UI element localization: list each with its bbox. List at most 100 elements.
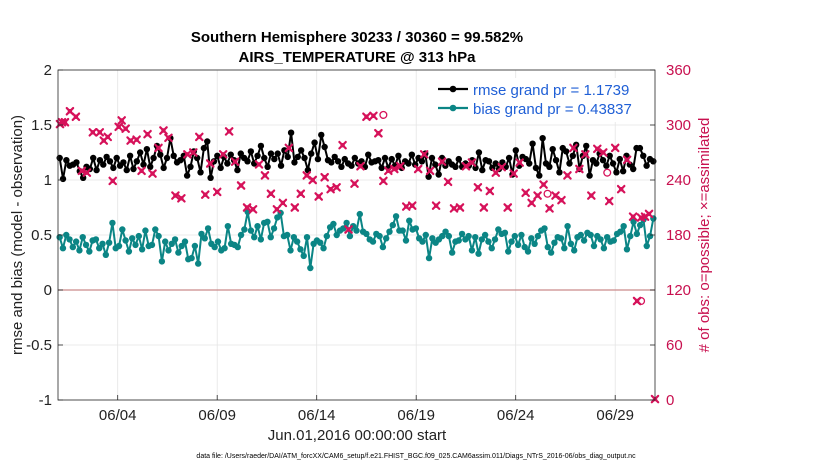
obs-assimilated-marker [455, 203, 465, 212]
obs-x-core [150, 171, 155, 176]
obs-x-core [559, 197, 564, 203]
bias-point [290, 234, 298, 241]
y-right-tick-label: 180 [666, 227, 691, 244]
bias-point [369, 238, 377, 245]
data-file-footnote: data file: /Users/raeder/DAI/ATM_forcXX/… [196, 453, 636, 460]
bias-point [63, 231, 70, 239]
obs-assimilated-marker [159, 126, 168, 135]
bias-point [458, 230, 466, 238]
obs-assimilated-marker [413, 164, 423, 174]
obs-x-core [583, 152, 588, 157]
obs-x-core [256, 162, 262, 167]
bias-point [534, 232, 542, 240]
rmse-point [143, 146, 151, 153]
obs-x-core [624, 157, 630, 163]
rmse-point [418, 158, 426, 165]
obs-assimilated-marker [143, 129, 152, 139]
bias-point [623, 246, 631, 253]
rmse-point [546, 163, 553, 170]
y-tick-label: -0.5 [26, 337, 52, 354]
bias-point [333, 231, 340, 239]
obs-x-core [185, 152, 190, 157]
obs-x-core [346, 227, 351, 232]
rmse-point [150, 154, 157, 162]
rmse-point [630, 165, 637, 173]
obs-x-core [268, 191, 274, 196]
legend-rmse-marker [449, 85, 457, 93]
obs-x-core [529, 200, 534, 206]
bias-point [198, 230, 205, 238]
rmse-point [234, 166, 241, 174]
bias-point [264, 218, 271, 225]
obs-x-core [381, 178, 386, 184]
bias-point [376, 232, 383, 240]
obs-x-core [316, 194, 321, 199]
bias-point [287, 247, 294, 254]
bias-point [531, 240, 538, 247]
obs-x-core [226, 129, 232, 134]
obs-x-core [179, 196, 184, 201]
obs-assimilated-marker [308, 175, 318, 185]
bias-point [274, 214, 281, 221]
bias-point [363, 230, 370, 238]
bias-point [379, 243, 387, 251]
bias-point [399, 227, 406, 234]
obs-assimilated-marker [587, 191, 596, 200]
y-axis-right-label: # of obs: o=possible; ×=assimilated [696, 118, 713, 353]
rmse-series [56, 129, 657, 183]
obs-assimilated-marker [509, 169, 519, 178]
obs-assimilated-marker [332, 183, 341, 192]
rmse-point [308, 150, 315, 157]
obs-x-core [334, 185, 339, 190]
obs-x-core [607, 198, 612, 204]
bias-point [455, 237, 462, 244]
obs-assimilated-marker [272, 205, 282, 214]
rmse-point [539, 135, 546, 142]
bias-point [495, 226, 502, 233]
rmse-point [147, 163, 154, 170]
rmse-point [485, 158, 493, 165]
obs-x-core [571, 145, 576, 151]
bias-point [406, 217, 413, 224]
rmse-point [599, 157, 607, 164]
bias-point [386, 228, 393, 235]
bias-point [330, 220, 337, 228]
y-tick-label: 0 [44, 282, 52, 299]
rmse-point [566, 160, 573, 167]
rmse-point [163, 154, 171, 162]
bias-point [152, 226, 159, 233]
rmse-point [348, 162, 355, 169]
obs-x-core [215, 189, 220, 195]
y-tick-label: 1 [44, 172, 52, 189]
x-tick-label: 06/14 [298, 407, 336, 424]
bias-point [191, 242, 199, 250]
rmse-point [133, 158, 141, 165]
legend-rmse-label: rmse grand pr = 1.1739 [473, 82, 629, 99]
obs-assimilated-marker [194, 132, 204, 142]
obs-x-core [73, 114, 79, 119]
obs-x-core [364, 114, 369, 119]
obs-assimilated-marker [88, 128, 98, 137]
obs-assimilated-marker [254, 160, 264, 169]
x-tick-label: 06/09 [198, 407, 236, 424]
obs-x-core [613, 145, 618, 151]
obs-assimilated-marker [320, 172, 329, 182]
rmse-point [616, 155, 623, 163]
bias-point [284, 231, 291, 239]
rmse-point [619, 168, 627, 175]
rmse-point [244, 158, 251, 165]
obs-x-core [577, 166, 582, 172]
obs-x-core [493, 170, 498, 175]
rmse-point [606, 152, 613, 159]
chart-title-line2: AIRS_TEMPERATURE @ 313 hPa [239, 49, 477, 66]
bias-point [194, 260, 202, 267]
rmse-point [257, 142, 265, 150]
bias-point [125, 248, 133, 255]
bias-point [491, 236, 499, 243]
y-tick-label: 1.5 [31, 117, 52, 134]
rmse-point [274, 150, 281, 157]
obs-x-core [475, 185, 481, 190]
bias-point [69, 243, 77, 251]
bias-point [142, 227, 149, 234]
rmse-point [388, 155, 395, 163]
